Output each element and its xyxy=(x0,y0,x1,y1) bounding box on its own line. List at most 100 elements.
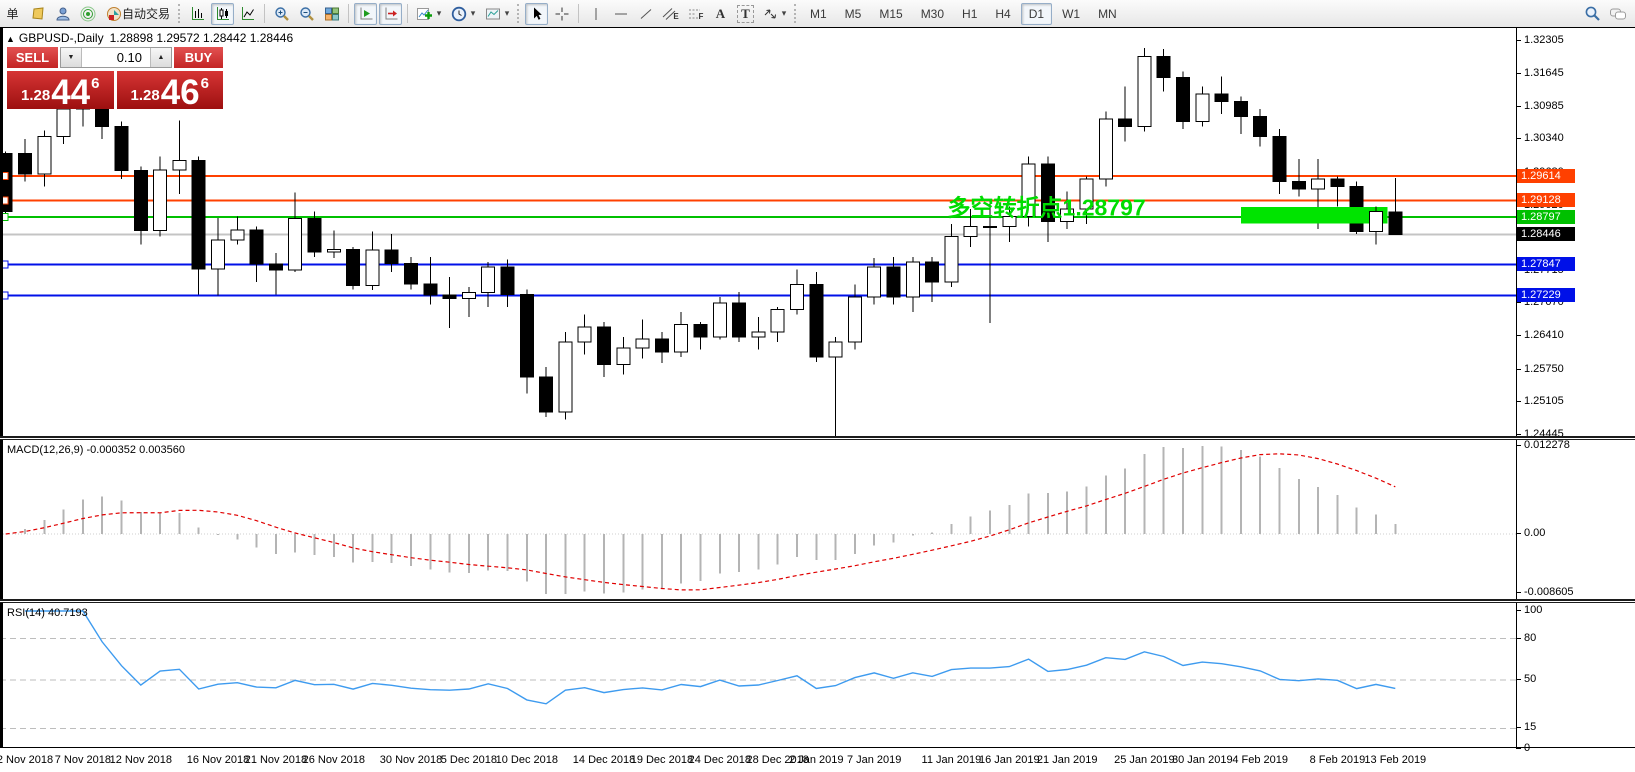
templates-dropdown-arrow[interactable]: ▾ xyxy=(504,8,510,18)
candlestick-chart-button[interactable] xyxy=(211,2,234,25)
collapse-triangle-icon[interactable]: ▲ xyxy=(6,34,15,44)
price-level-label: 1.28446 xyxy=(1517,227,1575,242)
auto-scroll-button[interactable] xyxy=(354,2,377,25)
trendline-tool[interactable] xyxy=(634,3,657,25)
arrows-tool[interactable]: ▾ xyxy=(759,3,791,25)
axis-tick-label: 1.25105 xyxy=(1516,394,1564,407)
zoom-out-button[interactable] xyxy=(295,3,318,25)
timeframe-M1[interactable]: M1 xyxy=(810,6,827,21)
candle xyxy=(1330,176,1345,207)
chat-button[interactable] xyxy=(1606,3,1630,25)
candle xyxy=(944,224,959,287)
candle xyxy=(442,276,457,328)
timeframe-H4[interactable]: H4 xyxy=(995,6,1011,21)
timeframe-D1[interactable]: D1 xyxy=(1020,2,1053,25)
equidistant-channel-tool[interactable]: E xyxy=(659,3,682,25)
price-chart-pane[interactable]: 多空转折点1.28797 xyxy=(0,28,1516,436)
candle xyxy=(732,291,747,343)
date-tick-label: 10 Dec 2018 xyxy=(495,754,558,766)
signals-button[interactable] xyxy=(76,3,99,25)
candle xyxy=(790,269,804,315)
timeframe-W1[interactable]: W1 xyxy=(1062,6,1081,21)
candle xyxy=(326,230,341,258)
fibonacci-tool[interactable]: F xyxy=(684,3,707,25)
chart-window-top-border xyxy=(0,27,1635,28)
price-scale-border xyxy=(1516,28,1517,747)
timeframe-MN[interactable]: MN xyxy=(1098,6,1117,21)
time-axis[interactable]: 2 Nov 2018 7 Nov 2018 12 Nov 2018 16 Nov 20… xyxy=(0,748,1635,772)
cursor-button[interactable] xyxy=(525,2,548,25)
macd-signal-line xyxy=(5,453,1396,591)
periods-dropdown-arrow[interactable]: ▾ xyxy=(470,8,476,18)
timeframe-H1[interactable]: H1 xyxy=(962,6,978,21)
line-chart-icon xyxy=(240,6,256,22)
horizontal-line-tool[interactable] xyxy=(609,3,632,25)
candle xyxy=(1253,108,1268,147)
macd-pane[interactable] xyxy=(0,440,1516,599)
new-order-button[interactable]: 单 xyxy=(1,3,24,25)
date-tick-label: 24 Dec 2018 xyxy=(688,754,751,766)
candle xyxy=(346,246,361,290)
volume-decrease-button[interactable]: ▼ xyxy=(61,48,82,67)
candle xyxy=(307,211,322,257)
rectangle-object[interactable] xyxy=(1240,207,1388,224)
sell-button[interactable]: SELL xyxy=(7,47,58,68)
rsi-pane[interactable] xyxy=(0,603,1516,747)
candle xyxy=(712,296,727,340)
ohlc-values: 1.28898 1.29572 1.28442 1.28446 xyxy=(109,31,294,45)
timeframe-M15[interactable]: M15 xyxy=(879,6,903,21)
candle xyxy=(983,199,997,323)
candle xyxy=(1195,86,1210,127)
crosshair-button[interactable] xyxy=(550,3,573,25)
price-scale[interactable]: 1.323051.316451.309851.303401.296801.290… xyxy=(1515,0,1635,772)
navigator-button[interactable] xyxy=(51,3,74,25)
vertical-line-tool[interactable] xyxy=(584,3,607,25)
periods-button[interactable]: ▾ xyxy=(448,3,480,25)
templates-button[interactable]: ▾ xyxy=(482,3,514,25)
volume-increase-button[interactable]: ▲ xyxy=(150,48,171,67)
price-level-label: 1.29614 xyxy=(1517,168,1575,183)
volume-input[interactable] xyxy=(82,48,150,67)
indicators-dropdown-arrow[interactable]: ▾ xyxy=(436,8,442,18)
bar-chart-button[interactable] xyxy=(186,3,209,25)
indicators-button[interactable]: ▾ xyxy=(413,3,446,25)
chart-text-annotation[interactable]: 多空转折点1.28797 xyxy=(948,195,1146,221)
arrows-dropdown-arrow[interactable]: ▾ xyxy=(781,8,787,18)
buy-button[interactable]: BUY xyxy=(174,47,223,68)
tile-windows-button[interactable] xyxy=(320,3,343,25)
templates-icon xyxy=(485,6,501,22)
candle xyxy=(963,209,978,247)
timeframe-M5[interactable]: M5 xyxy=(844,6,862,21)
text-tool[interactable]: A xyxy=(709,3,732,25)
market-watch-button[interactable] xyxy=(26,3,49,25)
timeframe-M30[interactable]: M30 xyxy=(920,6,945,21)
rsi-splitter[interactable] xyxy=(0,599,1635,603)
date-tick-label: 7 Nov 2018 xyxy=(54,754,112,766)
line-chart-button[interactable] xyxy=(236,3,259,25)
sell-price-display[interactable]: 1.28 44 6 xyxy=(7,71,114,110)
candle xyxy=(519,289,534,394)
toolbar-grip xyxy=(517,4,520,23)
crosshair-icon xyxy=(554,6,570,22)
price-level-label: 1.27847 xyxy=(1517,257,1575,272)
candle xyxy=(828,337,843,436)
macd-splitter[interactable] xyxy=(0,436,1635,440)
candle xyxy=(635,319,650,359)
axis-tick-label: 1.30340 xyxy=(1516,132,1564,145)
candle xyxy=(1291,159,1306,197)
date-tick-label: 28 Dec 2018 xyxy=(746,754,809,766)
autotrading-button[interactable]: 自动交易 xyxy=(101,3,175,25)
candle xyxy=(384,234,399,272)
text-label-tool[interactable]: T xyxy=(734,3,757,25)
axis-tick-label: 15 xyxy=(1515,721,1537,734)
candle xyxy=(1176,71,1190,129)
candlestick-chart-icon xyxy=(215,6,231,22)
zoom-in-button[interactable] xyxy=(270,3,293,25)
chart-shift-button[interactable] xyxy=(379,2,402,25)
candle xyxy=(693,321,708,350)
date-tick-label: 5 Dec 2018 xyxy=(440,754,498,766)
buy-price-display[interactable]: 1.28 46 6 xyxy=(116,71,223,110)
search-button[interactable] xyxy=(1581,3,1604,25)
autotrading-icon xyxy=(106,6,122,22)
candle xyxy=(404,256,418,290)
